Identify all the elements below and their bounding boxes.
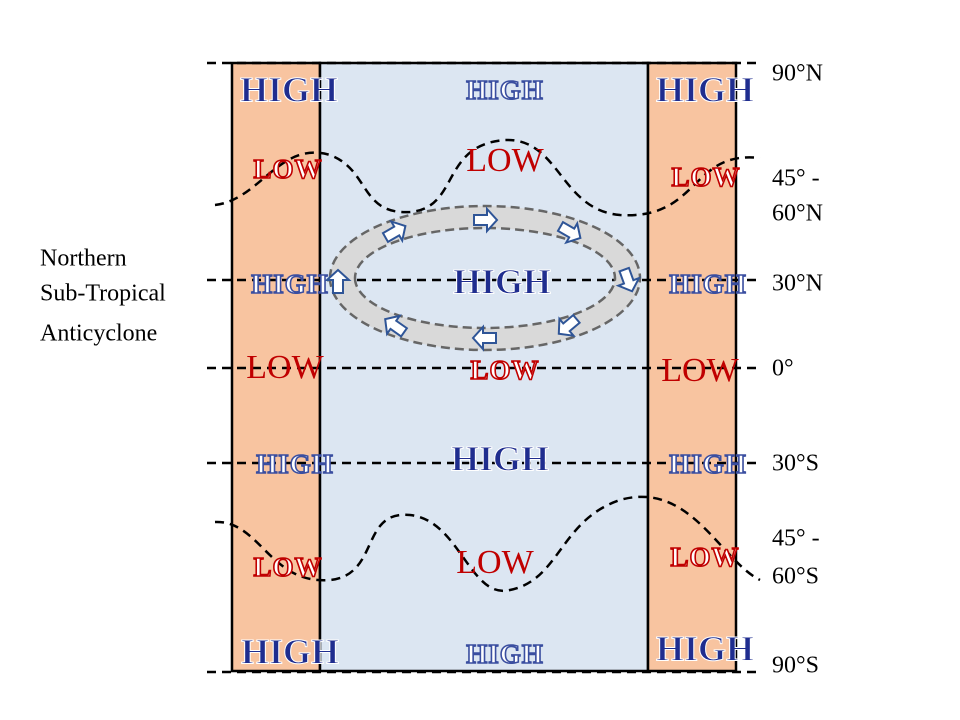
pressure-label: LOW xyxy=(670,542,739,572)
arrow xyxy=(381,219,407,244)
pressure-label: LOW xyxy=(456,544,534,581)
south-front xyxy=(214,495,761,593)
pressure-label: LOW xyxy=(253,154,322,184)
pressure-label: LOW xyxy=(246,349,324,386)
pressure-label: HIGH xyxy=(656,69,754,109)
arrow xyxy=(324,268,352,294)
pressure-label: HIGH xyxy=(656,628,754,668)
pressure-label: HIGH xyxy=(453,261,551,301)
pressure-label: HIGH xyxy=(669,449,747,479)
pressure-label: LOW xyxy=(466,142,544,179)
latitude-label: 45° - xyxy=(772,166,820,192)
pressure-label: HIGH xyxy=(240,69,338,109)
pressure-label: LOW xyxy=(671,162,740,192)
pressure-label: HIGH xyxy=(466,639,544,669)
arrow xyxy=(471,324,497,352)
pressure-label: LOW xyxy=(661,352,739,389)
latitude-label: 30°N xyxy=(772,271,823,297)
north-front xyxy=(214,138,761,217)
arrow xyxy=(615,266,642,293)
latitude-label: 60°N xyxy=(772,201,823,227)
pressure-label: LOW xyxy=(253,552,322,582)
latitude-label: 60°S xyxy=(772,564,819,590)
pressure-label: HIGH xyxy=(451,438,549,478)
latitude-lines xyxy=(207,61,760,674)
circulation-arrows xyxy=(324,206,642,352)
pressure-label: HIGH xyxy=(256,449,334,479)
latitude-label: 0° xyxy=(772,356,794,382)
arrow xyxy=(473,206,499,234)
pressure-label: HIGH xyxy=(251,269,329,299)
arrow xyxy=(384,314,409,338)
latitude-label: 30°S xyxy=(772,451,819,477)
arrow xyxy=(556,220,582,245)
pressure-label: HIGH xyxy=(669,269,747,299)
pressure-label: LOW xyxy=(470,355,539,385)
side-label: Sub-Tropical xyxy=(40,281,166,307)
side-label: Northern xyxy=(40,246,127,272)
side-label: Anticyclone xyxy=(40,321,157,347)
pressure-label: HIGH xyxy=(466,75,544,105)
arrow xyxy=(557,313,582,338)
latitude-label: 90°N xyxy=(772,61,823,87)
latitude-label: 45° - xyxy=(772,526,820,552)
pressure-label: HIGH xyxy=(241,631,339,671)
latitude-label: 90°S xyxy=(772,653,819,679)
